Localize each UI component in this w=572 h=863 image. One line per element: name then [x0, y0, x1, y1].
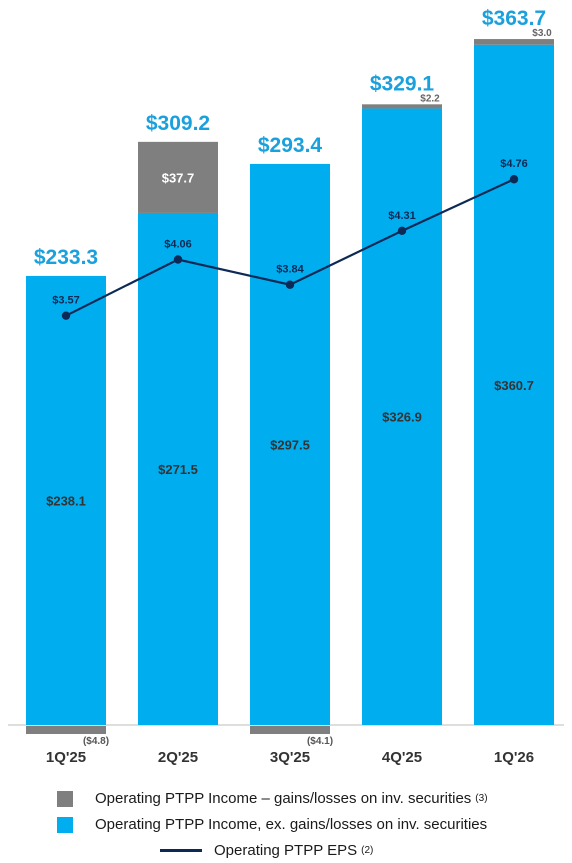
bars-layer: [26, 39, 554, 734]
bar-core-1: [138, 212, 218, 726]
bar-total-label-1: $309.2: [146, 112, 210, 135]
legend-item-eps: Operating PTPP EPS (2): [160, 842, 373, 859]
bar-core-label-0: $238.1: [46, 493, 86, 508]
bar-core-4: [474, 44, 554, 726]
bar-gains-3: [362, 104, 442, 109]
eps-label-4: $4.76: [500, 158, 528, 170]
eps-point-3: [397, 226, 407, 236]
labels-layer: $238.1 ($4.8) $233.3 1Q'25 $271.5 $37.7 $309.2…: [34, 7, 552, 766]
bar-core-2: [250, 163, 330, 726]
bar-core-3: [362, 108, 442, 725]
legend-note-gains: (3): [475, 793, 488, 804]
bar-gains-label-0: ($4.8): [83, 736, 109, 747]
legend-label-eps: Operating PTPP EPS: [214, 842, 358, 859]
legend-swatch-gains: [57, 790, 73, 807]
legend-item-gains: Operating PTPP Income – gains/losses on …: [57, 790, 488, 807]
eps-label-1: $4.06: [164, 239, 192, 251]
eps-label-0: $3.57: [52, 295, 80, 307]
legend-note-eps: (2): [361, 845, 374, 856]
legend-swatch-core: [57, 816, 73, 833]
bar-gains-2: [250, 726, 330, 734]
bar-gains-0: [26, 726, 106, 734]
bar-total-label-0: $233.3: [34, 246, 98, 269]
bar-total-label-2: $293.4: [258, 134, 323, 157]
eps-point-4: [509, 175, 519, 184]
bar-total-label-3: $329.1: [370, 72, 435, 95]
bar-core-label-4: $360.7: [494, 378, 534, 393]
bar-core-0: [26, 275, 106, 725]
bar-gains-label-1: $37.7: [162, 170, 195, 185]
bar-gains-1: [138, 141, 218, 213]
bar-gains-label-4: $3.0: [532, 28, 552, 39]
eps-point-0: [61, 311, 71, 320]
eps-point-1: [173, 255, 183, 264]
x-tick-label-3: 4Q'25: [382, 749, 422, 766]
bar-core-label-1: $271.5: [158, 462, 198, 477]
eps-point-2: [285, 280, 295, 289]
bar-gains-label-3: $2.2: [420, 93, 440, 104]
legend-label-core: Operating PTPP Income, ex. gains/losses …: [95, 816, 488, 833]
legend-item-core: Operating PTPP Income, ex. gains/losses …: [57, 816, 487, 833]
eps-line-layer: $3.57 $4.06 $3.84 $4.31 $4.76: [52, 158, 528, 320]
bar-core-label-2: $297.5: [270, 437, 310, 452]
eps-label-2: $3.84: [276, 264, 304, 276]
eps-label-3: $4.31: [388, 210, 416, 222]
bar-gains-label-2: ($4.1): [307, 736, 333, 747]
chart: $238.1 ($4.8) $233.3 1Q'25 $271.5 $37.7 $309.2…: [8, 7, 564, 766]
legend-swatch-eps: [160, 849, 202, 852]
legend-label-gains: Operating PTPP Income – gains/losses on …: [95, 790, 472, 807]
x-tick-label-4: 1Q'26: [494, 749, 534, 766]
x-tick-label-1: 2Q'25: [158, 749, 198, 766]
bar-gains-4: [474, 39, 554, 45]
bar-core-label-3: $326.9: [382, 410, 422, 425]
x-tick-label-0: 1Q'25: [46, 749, 86, 766]
x-tick-label-2: 3Q'25: [270, 749, 310, 766]
bar-total-label-4: $363.7: [482, 7, 546, 30]
